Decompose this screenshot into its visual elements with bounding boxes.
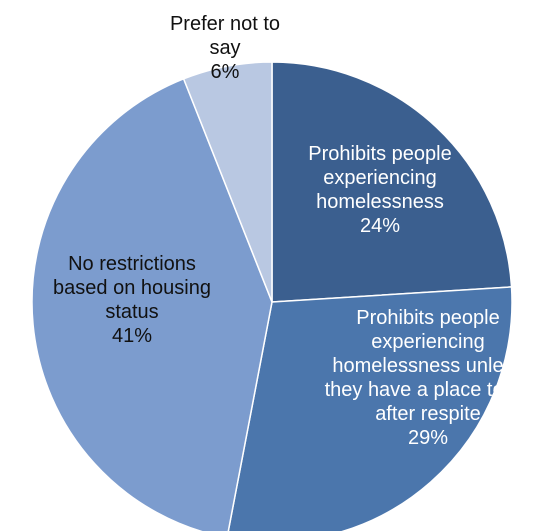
pie-slice-3 <box>182 61 273 303</box>
slice-value-label: 41% <box>112 325 152 347</box>
slice-label-line: Prohibits people <box>356 307 499 329</box>
pie-slice-0 <box>271 61 513 303</box>
slice-label-2: No restrictions based on housing status 41% <box>53 253 211 347</box>
slice-label-line: homelessness unless <box>332 355 523 377</box>
slice-value-label: 6% <box>211 61 240 83</box>
slice-value-label: 29% <box>408 427 448 449</box>
slice-label-line: homelessness <box>316 191 444 213</box>
slice-label-line: Prefer not to <box>170 13 280 35</box>
pie-slices <box>31 61 513 531</box>
slice-label-0: Prohibits people experiencing homelessness… <box>308 143 451 237</box>
slice-value-label: 24% <box>360 215 400 237</box>
slice-label-1: Prohibits people experiencing homelessness… <box>325 307 532 449</box>
slice-label-line: No restrictions <box>68 253 196 275</box>
slice-label-line: they have a place to go <box>325 379 532 401</box>
slice-label-line: say <box>209 37 240 59</box>
pie-slice-2 <box>31 77 273 531</box>
slice-label-line: based on housing <box>53 277 211 299</box>
slice-label-line: Prohibits people <box>308 143 451 165</box>
slice-label-line: status <box>105 301 158 323</box>
slice-label-3: Prefer not to say 6% <box>170 13 280 83</box>
slice-label-line: experiencing <box>371 331 484 353</box>
slice-label-line: after respite <box>375 403 481 425</box>
pie-labels: Prohibits people experiencing homelessness… <box>53 13 531 449</box>
slice-label-line: experiencing <box>323 167 436 189</box>
pie-slice-1 <box>227 286 513 531</box>
